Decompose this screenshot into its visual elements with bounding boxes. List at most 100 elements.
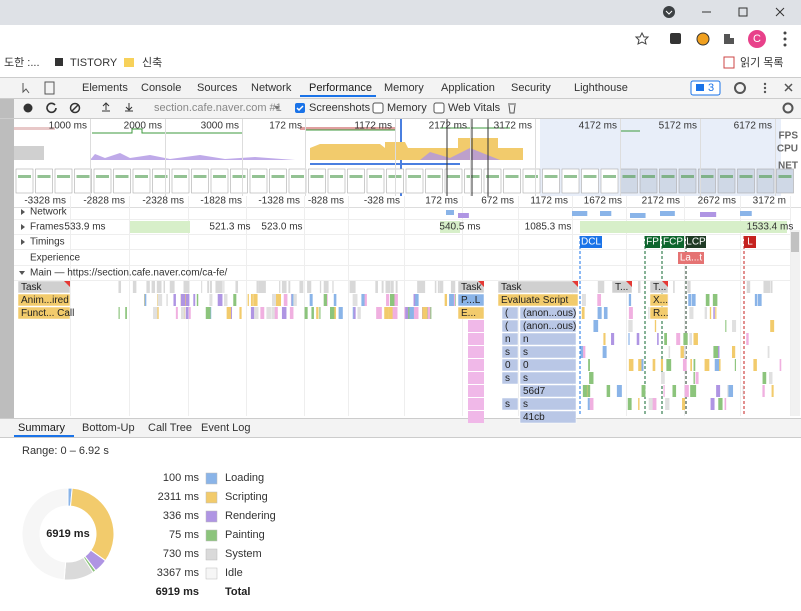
flame-slice[interactable] [421,281,426,293]
expand-arrow[interactable] [21,224,25,230]
flame-slice[interactable] [692,385,697,397]
flame-slice[interactable] [501,397,519,411]
expand-arrow[interactable] [21,239,25,245]
flame-slice[interactable] [332,281,334,293]
flame-slice[interactable] [292,294,297,306]
flame-slice[interactable] [381,281,384,293]
flame-slice[interactable] [582,385,587,397]
flame-slice[interactable] [754,294,758,306]
flame-slice[interactable] [376,307,380,319]
flame-slice[interactable] [606,385,611,397]
devtools-tab[interactable]: Sources [197,82,238,94]
flame-slice[interactable] [196,294,199,306]
flame-slice[interactable] [223,281,225,293]
flame-slice[interactable] [628,359,634,371]
trash[interactable] [508,103,516,114]
flame-slice[interactable] [649,306,669,320]
flame-slice[interactable] [693,372,695,384]
flame-slice[interactable] [309,281,312,293]
flame-slice[interactable] [718,359,721,371]
flame-slice[interactable] [718,398,723,410]
flame-slice[interactable] [757,294,762,306]
flame-slice[interactable] [713,307,715,319]
flame-slice[interactable] [693,359,696,371]
flame-slice[interactable] [724,398,727,410]
flame-slice[interactable] [779,359,782,371]
flame-slice[interactable] [233,294,237,306]
flame-slice[interactable] [628,333,630,345]
flame-slice[interactable] [668,346,671,358]
flame-slice[interactable] [323,294,327,306]
flame-slice[interactable] [185,294,190,306]
flame-slice[interactable] [581,294,586,306]
flame-slice[interactable] [329,307,335,319]
flame-slice[interactable] [519,358,577,372]
flame-slice[interactable] [715,307,717,319]
bookmark[interactable]: 도한 :... [4,56,40,69]
timing-marker[interactable] [686,236,706,248]
flame-slice[interactable] [319,307,321,319]
flame-slice[interactable] [628,320,633,332]
flame-slice[interactable] [253,294,258,306]
flame-slice[interactable] [693,333,698,345]
timing-marker[interactable] [744,236,756,248]
flame-slice[interactable] [316,307,319,319]
devtools-tab[interactable]: Performance [309,82,372,94]
flame-slice[interactable] [519,332,577,346]
flame-slice[interactable] [250,294,253,306]
flame-slice[interactable] [519,319,577,333]
flame-slice[interactable] [519,371,577,385]
flame-slice[interactable] [673,281,675,293]
flame-slice[interactable] [215,281,220,293]
flame-slice[interactable] [593,320,597,332]
flame-slice[interactable] [501,345,519,359]
flame-slice[interactable] [352,294,358,306]
devtools-tab[interactable]: Elements [82,82,128,94]
flame-slice[interactable] [638,359,642,371]
flame-slice[interactable] [218,281,223,293]
flame-slice[interactable] [250,307,255,319]
flame-slice[interactable] [765,281,770,293]
flame-slice[interactable] [666,359,672,371]
close-window[interactable] [775,7,785,17]
bookmark[interactable]: TISTORY [70,57,118,69]
flame-slice[interactable] [217,294,223,306]
flame-slice[interactable] [709,307,712,319]
flame-slice[interactable] [375,281,378,293]
flame-slice[interactable] [457,293,485,307]
flame-slice[interactable] [333,294,337,306]
flame-slice[interactable] [413,294,417,306]
flame-slice[interactable] [160,281,162,293]
flame-slice[interactable] [153,307,158,319]
flame-slice[interactable] [648,398,653,410]
flame-slice[interactable] [169,281,175,293]
flame-slice[interactable] [519,345,577,359]
flame-slice[interactable] [770,281,773,293]
flame-slice[interactable] [180,294,186,306]
flame-slice[interactable] [641,359,644,371]
flame-slice[interactable] [17,293,71,307]
flame-slice[interactable] [144,294,147,306]
reload-record[interactable] [46,102,57,114]
flame-slice[interactable] [247,294,249,306]
flame-slice[interactable] [599,281,604,293]
flame-slice[interactable] [307,281,312,293]
layout-shift[interactable] [678,252,704,264]
flame-slice[interactable] [712,294,718,306]
devtools-tab[interactable]: Console [141,82,181,94]
flame-slice[interactable] [628,294,632,306]
flame-slice[interactable] [417,281,422,293]
flame-slice[interactable] [732,320,737,332]
flame-slice[interactable] [611,333,615,345]
flame-slice[interactable] [725,320,727,332]
record-button[interactable] [23,103,33,113]
flame-slice[interactable] [422,307,428,319]
flame-slice[interactable] [118,307,120,319]
summary-tab[interactable]: Summary [18,422,66,434]
flame-slice[interactable] [288,281,291,293]
flame-slice[interactable] [353,307,356,319]
flame-slice[interactable] [209,294,213,306]
flame-slice[interactable] [299,281,304,293]
flame-slice[interactable] [682,398,686,410]
bookmark[interactable]: 신축 [142,56,162,69]
